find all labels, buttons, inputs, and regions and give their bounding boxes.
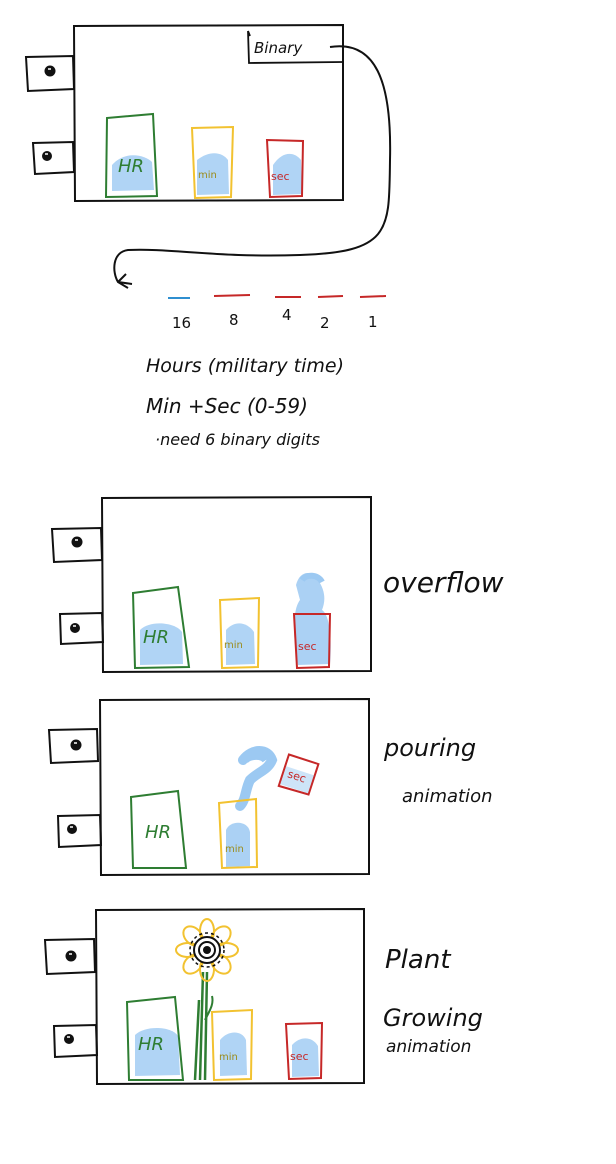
eye-icon bbox=[43, 937, 97, 976]
note-minsec: Min +Sec (0-59) bbox=[146, 394, 308, 418]
screen-frame bbox=[72, 23, 344, 203]
sec-label: sec bbox=[271, 170, 290, 183]
min-label: min bbox=[224, 640, 243, 651]
overflow-label: overflow bbox=[383, 566, 504, 599]
min-label: min bbox=[198, 170, 217, 181]
sec-label: sec bbox=[290, 1050, 309, 1063]
bit-8: 8 bbox=[229, 311, 239, 329]
hr-label: HR bbox=[145, 822, 171, 843]
note-digits: ·need 6 binary digits bbox=[155, 430, 320, 449]
animation-label: animation bbox=[402, 786, 492, 807]
hr-bucket bbox=[104, 112, 159, 199]
panel-3: HR min sec pouring animation bbox=[47, 697, 492, 877]
screen-frame bbox=[94, 907, 365, 1086]
min-bucket bbox=[190, 125, 235, 200]
bit-4: 4 bbox=[282, 306, 292, 324]
hr-bucket bbox=[131, 585, 191, 670]
panel-1: Binary HR min sec bbox=[24, 23, 392, 289]
eye-icon bbox=[24, 54, 76, 93]
min-bucket bbox=[218, 596, 261, 670]
panel-4: HR min sec Plan bbox=[43, 907, 483, 1086]
hr-bucket bbox=[129, 789, 188, 869]
hr-bucket bbox=[125, 995, 185, 1081]
sec-label: sec bbox=[286, 767, 308, 785]
growing-label: Growing bbox=[383, 1004, 483, 1032]
plant-label: Plant bbox=[385, 945, 451, 975]
screen-frame bbox=[100, 495, 372, 674]
min-bucket bbox=[217, 797, 259, 870]
eye-icon bbox=[56, 813, 103, 849]
bit-1: 1 bbox=[368, 313, 378, 331]
hr-label: HR bbox=[138, 1034, 164, 1055]
eye-icon bbox=[47, 727, 100, 765]
screen-frame bbox=[98, 697, 370, 877]
note-hours: Hours (military time) bbox=[146, 355, 344, 377]
sec-bucket bbox=[292, 613, 332, 670]
sec-label: sec bbox=[298, 640, 317, 653]
sec-bucket bbox=[284, 1021, 324, 1081]
pouring-label: pouring bbox=[383, 734, 476, 762]
eye-icon bbox=[52, 1023, 99, 1059]
eye-icon bbox=[50, 526, 104, 564]
panel-2: HR min sec overflow bbox=[50, 495, 504, 674]
bit-2: 2 bbox=[320, 314, 330, 332]
sec-bucket bbox=[265, 138, 305, 199]
notes: Hours (military time) Min +Sec (0-59) ·n… bbox=[146, 355, 344, 449]
min-label: min bbox=[225, 844, 244, 855]
eye-icon bbox=[58, 611, 105, 646]
min-bucket bbox=[210, 1008, 254, 1082]
binary-tag bbox=[247, 30, 344, 64]
eye-icon bbox=[31, 140, 76, 176]
bit-16: 16 bbox=[172, 314, 191, 332]
binary-label: Binary bbox=[254, 39, 303, 57]
min-label: min bbox=[219, 1052, 238, 1063]
animation-label: animation bbox=[386, 1037, 471, 1057]
curved-arrow-icon bbox=[113, 45, 392, 289]
bit-row: 16 8 4 2 1 bbox=[168, 294, 387, 332]
hr-label: HR bbox=[143, 627, 169, 648]
sunflower-icon bbox=[175, 918, 239, 1081]
hr-label: HR bbox=[118, 156, 144, 177]
